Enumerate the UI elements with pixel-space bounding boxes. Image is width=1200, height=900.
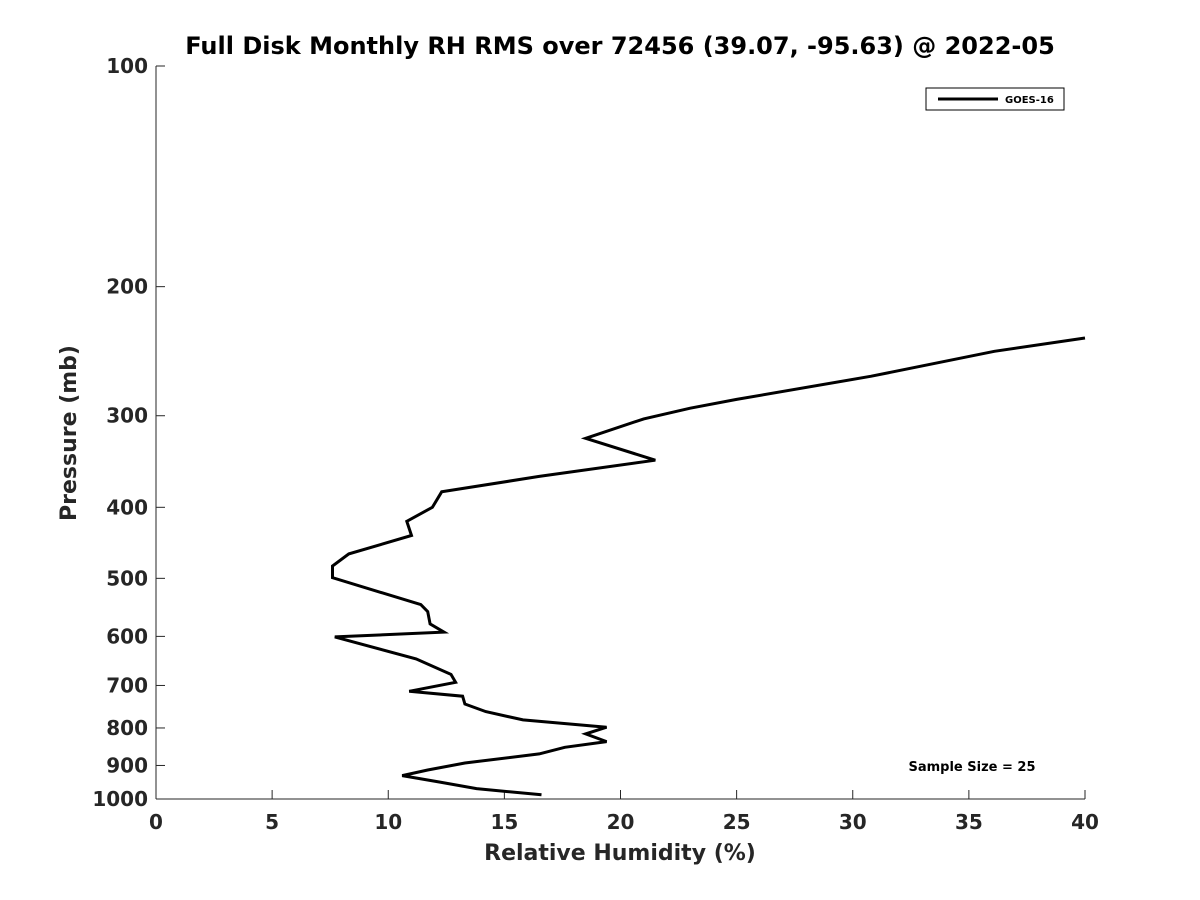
x-axis-label: Relative Humidity (%) xyxy=(484,841,756,866)
legend: GOES-16 xyxy=(925,87,1065,111)
y-tick-label: 900 xyxy=(106,753,148,777)
x-tick-label: 25 xyxy=(723,810,751,834)
x-tick-label: 40 xyxy=(1071,810,1099,834)
y-tick-label: 400 xyxy=(106,495,148,519)
y-tick-label: 1000 xyxy=(92,787,148,811)
x-tick-label: 35 xyxy=(955,810,983,834)
x-tick-label: 20 xyxy=(607,810,635,834)
y-tick-label: 600 xyxy=(106,624,148,648)
x-tick-label: 15 xyxy=(490,810,518,834)
x-tick-label: 30 xyxy=(839,810,867,834)
y-tick-label: 200 xyxy=(106,275,148,299)
y-axis-label: Pressure (mb) xyxy=(57,345,82,521)
x-tick-label: 0 xyxy=(149,810,163,834)
y-tick-label: 500 xyxy=(106,566,148,590)
legend-label-goes-16: GOES-16 xyxy=(1005,95,1054,106)
x-tick-label: 10 xyxy=(374,810,402,834)
y-tick-label: 300 xyxy=(106,404,148,428)
series-line-goes-16 xyxy=(331,336,1086,797)
sample-size-annotation: Sample Size = 25 xyxy=(908,760,1035,775)
y-tick-label: 700 xyxy=(106,673,148,697)
y-tick-label: 100 xyxy=(106,54,148,78)
series-layer xyxy=(331,336,1086,797)
chart-title: Full Disk Monthly RH RMS over 72456 (39.… xyxy=(185,32,1055,60)
y-tick-label: 800 xyxy=(106,716,148,740)
axes: 0 5 10 15 20 25 30 35 40 100 200 300 400 500 600 700 800… xyxy=(92,54,1099,834)
x-tick-label: 5 xyxy=(265,810,279,834)
